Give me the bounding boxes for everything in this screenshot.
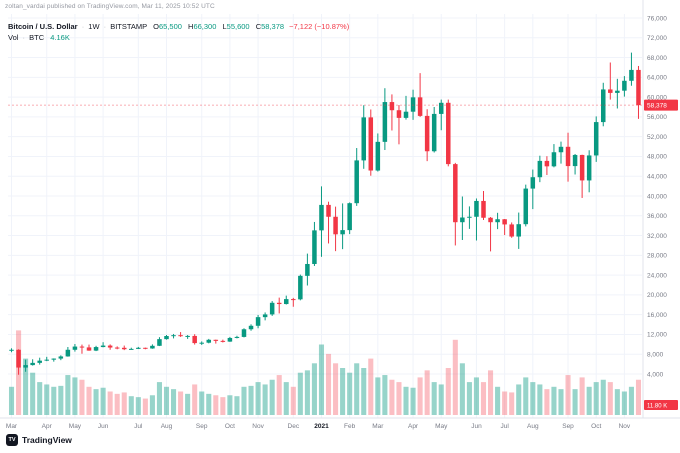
svg-text:48,000: 48,000 <box>647 154 667 161</box>
svg-text:Oct: Oct <box>591 423 601 430</box>
svg-text:76,000: 76,000 <box>647 15 667 22</box>
svg-text:Nov: Nov <box>619 423 631 430</box>
tradingview-logo-text[interactable]: TradingView <box>22 435 72 445</box>
svg-text:Aug: Aug <box>161 423 173 430</box>
high-value: 66,300 <box>193 22 217 31</box>
svg-text:4,000: 4,000 <box>647 371 664 378</box>
close-label: C <box>255 22 262 31</box>
timeframe-label[interactable]: 1W <box>88 22 100 31</box>
svg-text:May: May <box>69 423 82 430</box>
svg-text:Jun: Jun <box>471 423 482 430</box>
svg-text:Nov: Nov <box>252 423 264 430</box>
svg-text:Sep: Sep <box>196 423 208 430</box>
volume-row: Vol · BTC 4.16K <box>8 32 349 43</box>
low-value: 55,600 <box>226 22 250 31</box>
svg-text:May: May <box>435 423 448 430</box>
svg-text:Dec: Dec <box>288 423 300 430</box>
svg-text:68,000: 68,000 <box>647 55 667 62</box>
open-value: 65,500 <box>158 22 182 31</box>
svg-text:28,000: 28,000 <box>647 253 667 260</box>
svg-text:36,000: 36,000 <box>647 213 667 220</box>
svg-text:44,000: 44,000 <box>647 174 667 181</box>
svg-text:58,378: 58,378 <box>647 103 667 110</box>
svg-text:Mar: Mar <box>372 423 384 430</box>
close-value: 58,378 <box>261 22 285 31</box>
svg-text:Jun: Jun <box>98 423 109 430</box>
high-label: H <box>188 22 194 31</box>
attribution-text: zoltan_vardai published on TradingView.c… <box>5 3 215 10</box>
svg-text:Jul: Jul <box>500 423 509 430</box>
symbol-title[interactable]: Bitcoin / U.S. Dollar <box>8 22 78 31</box>
svg-text:72,000: 72,000 <box>647 35 667 42</box>
low-label: L <box>222 22 227 31</box>
last-volume-label: 11.80 K <box>644 400 678 410</box>
svg-text:56,000: 56,000 <box>647 114 667 121</box>
separator-dot: · <box>81 22 85 31</box>
svg-text:Sep: Sep <box>562 423 574 430</box>
svg-text:Jul: Jul <box>134 423 143 430</box>
svg-text:40,000: 40,000 <box>647 193 667 200</box>
symbol-row: Bitcoin / U.S. Dollar · 1W · BITSTAMP O6… <box>8 21 349 32</box>
chart-legend: Bitcoin / U.S. Dollar · 1W · BITSTAMP O6… <box>8 21 349 43</box>
separator-dot: · <box>103 22 107 31</box>
svg-text:2021: 2021 <box>314 423 329 430</box>
exchange-label: BITSTAMP <box>110 22 148 31</box>
svg-text:20,000: 20,000 <box>647 292 667 299</box>
svg-text:12,000: 12,000 <box>647 332 667 339</box>
svg-text:11.80 K: 11.80 K <box>647 404 667 410</box>
svg-text:Feb: Feb <box>344 423 356 430</box>
svg-text:Apr: Apr <box>42 423 53 430</box>
svg-text:Oct: Oct <box>225 423 235 430</box>
change-value: −7,122 (−10.87%) <box>289 22 350 31</box>
volume-label[interactable]: Vol <box>8 33 19 42</box>
open-label: O <box>153 22 159 31</box>
svg-text:60,000: 60,000 <box>647 94 667 101</box>
tradingview-logo-icon[interactable]: TV <box>6 434 18 446</box>
svg-text:Apr: Apr <box>408 423 419 430</box>
volume-unit: BTC <box>29 33 45 42</box>
tradingview-footer[interactable]: TV TradingView <box>6 434 72 446</box>
svg-text:8,000: 8,000 <box>647 352 664 359</box>
last-price-label: 58,378 <box>644 99 678 111</box>
volume-value: 4.16K <box>50 33 70 42</box>
svg-text:Aug: Aug <box>527 423 539 430</box>
svg-text:52,000: 52,000 <box>647 134 667 141</box>
separator-dot: · <box>22 33 26 42</box>
svg-text:24,000: 24,000 <box>647 272 667 279</box>
svg-text:32,000: 32,000 <box>647 233 667 240</box>
svg-text:Mar: Mar <box>6 423 18 430</box>
svg-text:16,000: 16,000 <box>647 312 667 319</box>
svg-text:64,000: 64,000 <box>647 75 667 82</box>
